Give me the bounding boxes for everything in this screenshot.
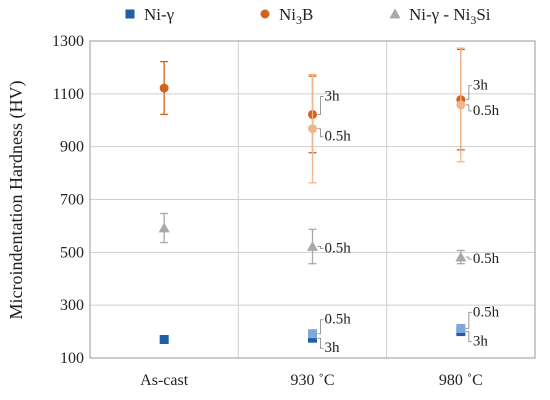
data-label: 0.5h [473, 304, 500, 320]
y-tick-label: 500 [60, 244, 84, 261]
data-label: 3h [325, 88, 341, 104]
legend-marker [389, 8, 401, 19]
y-tick-label: 300 [60, 297, 84, 314]
legend: Ni-γ Ni3B Ni-γ - Ni3Si [125, 5, 491, 27]
annotation-leader [465, 331, 472, 343]
y-tick-label: 1300 [52, 33, 84, 50]
y-tick-label: 100 [60, 350, 84, 367]
data-label: 0.5h [473, 251, 500, 267]
data-label: 0.5h [325, 129, 352, 145]
data-point [159, 335, 169, 345]
data-marks: 3h 3h 0.5h 0.5h 3h 3h 0.5h 0.5h 0.5h 0.5h [158, 47, 500, 356]
annotation-leader [317, 95, 324, 115]
data-label: 0.5h [325, 312, 352, 328]
data-point [456, 100, 466, 110]
data-label: 3h [325, 340, 341, 356]
annotation-leader [465, 256, 472, 260]
plot-frame [89, 40, 536, 359]
legend-label: Ni-γ [144, 5, 175, 24]
data-point [455, 251, 467, 262]
data-point [308, 124, 317, 134]
data-label: 3h [473, 334, 489, 350]
data-point [456, 323, 466, 333]
annotation-leader [465, 104, 472, 112]
x-tick-label: 980 ˚C [439, 372, 483, 389]
legend-marker [260, 9, 270, 19]
data-point [159, 83, 169, 93]
y-tick-label: 700 [60, 192, 84, 209]
annotation-leader [317, 319, 324, 335]
data-point [308, 329, 317, 339]
annotation-leader [317, 128, 324, 138]
y-tick-label: 1100 [53, 86, 84, 103]
y-tick-label: 900 [60, 139, 84, 156]
annotation-leader [317, 246, 324, 250]
data-point [307, 241, 318, 251]
data-point [158, 222, 170, 233]
x-tick-label: As-cast [140, 372, 189, 389]
data-label: 0.5h [325, 241, 352, 257]
axes: 100 300 500 700 900 1100 1300 As-cast 930 ˚C 980 … [52, 33, 536, 389]
y-axis-label: Microindentation Hardness (HV) [6, 81, 27, 320]
annotation-leader [317, 337, 324, 349]
legend-marker [125, 9, 135, 19]
annotation-leader [465, 311, 472, 329]
legend-label: Ni3B [279, 5, 313, 27]
annotation-leader [465, 85, 472, 101]
legend-label: Ni-γ - Ni3Si [409, 5, 491, 27]
x-tick-label: 930 ˚C [291, 372, 335, 389]
data-label: 3h [473, 78, 489, 94]
data-label: 0.5h [473, 103, 500, 119]
